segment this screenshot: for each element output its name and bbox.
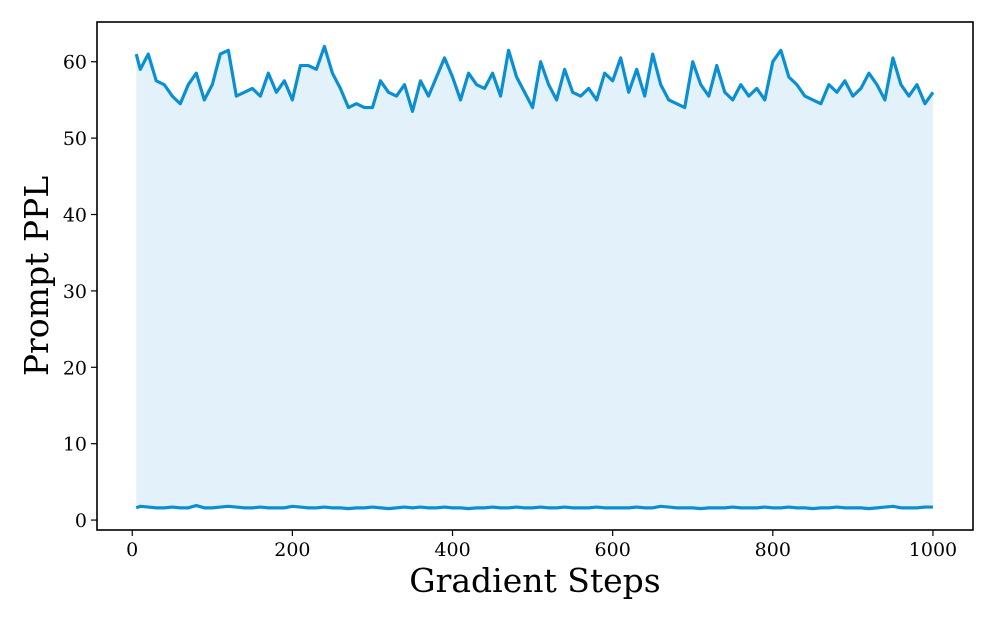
y-tick-label: 60 xyxy=(63,52,87,74)
line xyxy=(134,44,935,113)
x-tick-label: 1000 xyxy=(909,539,957,561)
y-tick-label: 50 xyxy=(63,128,87,150)
line xyxy=(135,503,933,511)
y-tick-label: 20 xyxy=(63,357,87,379)
fill-between xyxy=(136,46,933,509)
x-tick-label: 0 xyxy=(126,539,138,561)
x-tick-label: 600 xyxy=(595,539,631,561)
plot-frame xyxy=(96,21,974,531)
y-tick-label: 10 xyxy=(63,434,87,456)
x-axis-label: Gradient Steps xyxy=(409,561,660,600)
x-tick-label: 200 xyxy=(274,539,310,561)
y-tick-label: 40 xyxy=(63,205,87,227)
y-axis-label: Prompt PPL xyxy=(17,176,56,376)
y-tick-label: 0 xyxy=(75,510,87,532)
x-tick-label: 800 xyxy=(755,539,791,561)
y-tick-label: 30 xyxy=(63,281,87,303)
x-tick-label: 400 xyxy=(434,539,470,561)
